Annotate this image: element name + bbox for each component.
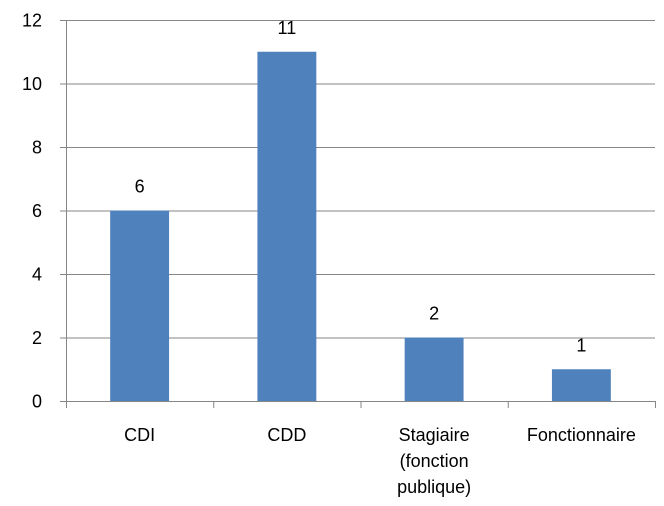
data-label: 6 [135, 177, 145, 197]
x-tick-label: CDI [124, 425, 155, 445]
y-tick-label: 0 [32, 392, 42, 412]
bar [110, 210, 170, 401]
y-tick-label: 12 [22, 11, 42, 31]
y-tick-label: 8 [32, 138, 42, 158]
x-tick-label: (fonction [400, 451, 469, 471]
y-tick-label: 2 [32, 328, 42, 348]
bar [551, 369, 611, 401]
bar [404, 337, 464, 401]
labels: 0 2 4 6 8 10 12 6 CDI 11 CDD 2 Stagiaire (fonction pub… [22, 11, 636, 498]
data-label: 11 [278, 18, 297, 38]
x-tick-label: Stagiaire [399, 425, 470, 445]
data-label: 1 [576, 335, 586, 355]
y-tick-label: 4 [32, 265, 42, 285]
bars [110, 51, 611, 401]
x-tick-label: Fonctionnaire [527, 425, 636, 445]
x-tick-label: publique) [397, 477, 471, 497]
y-tick-label: 10 [22, 74, 42, 94]
x-tick-label: CDD [267, 425, 306, 445]
bar [257, 51, 317, 401]
data-label: 2 [429, 304, 439, 324]
y-tick-label: 6 [32, 201, 42, 221]
axes [60, 20, 656, 408]
